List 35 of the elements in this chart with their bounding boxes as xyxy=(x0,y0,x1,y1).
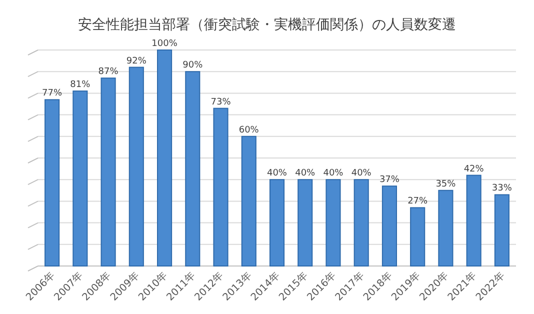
data-label: 92% xyxy=(126,56,147,66)
data-label: 40% xyxy=(266,168,288,179)
data-label: 37% xyxy=(379,175,400,186)
bar xyxy=(354,179,369,266)
data-label: 27% xyxy=(408,196,428,207)
data-label: 100% xyxy=(152,39,178,49)
bar xyxy=(72,90,88,266)
data-label: 42% xyxy=(464,164,484,174)
bar xyxy=(157,50,172,266)
bar xyxy=(269,179,285,266)
data-label: 90% xyxy=(182,60,204,71)
data-label: 40% xyxy=(351,168,372,179)
bar xyxy=(213,108,228,266)
bar xyxy=(410,207,426,266)
data-label: 73% xyxy=(210,97,232,108)
bar xyxy=(185,71,200,266)
bar xyxy=(494,194,510,266)
bar xyxy=(298,179,313,266)
data-label: 40% xyxy=(323,168,344,179)
data-label: 35% xyxy=(436,179,456,190)
data-label: 33% xyxy=(492,184,512,194)
data-label: 77% xyxy=(42,88,63,99)
bar xyxy=(438,190,454,266)
bar xyxy=(326,179,341,266)
bar xyxy=(241,136,256,266)
data-label: 60% xyxy=(238,125,260,136)
bar xyxy=(382,186,397,266)
bar xyxy=(100,78,116,266)
bar xyxy=(128,66,144,266)
bar xyxy=(44,99,60,266)
chart-title: 安全性能担当部署（衝突試験・実機評価関係）の人員数変遷 xyxy=(78,17,456,33)
bar xyxy=(466,174,482,266)
data-label: 40% xyxy=(295,168,316,179)
data-label: 87% xyxy=(98,67,119,78)
data-label: 81% xyxy=(70,80,91,90)
